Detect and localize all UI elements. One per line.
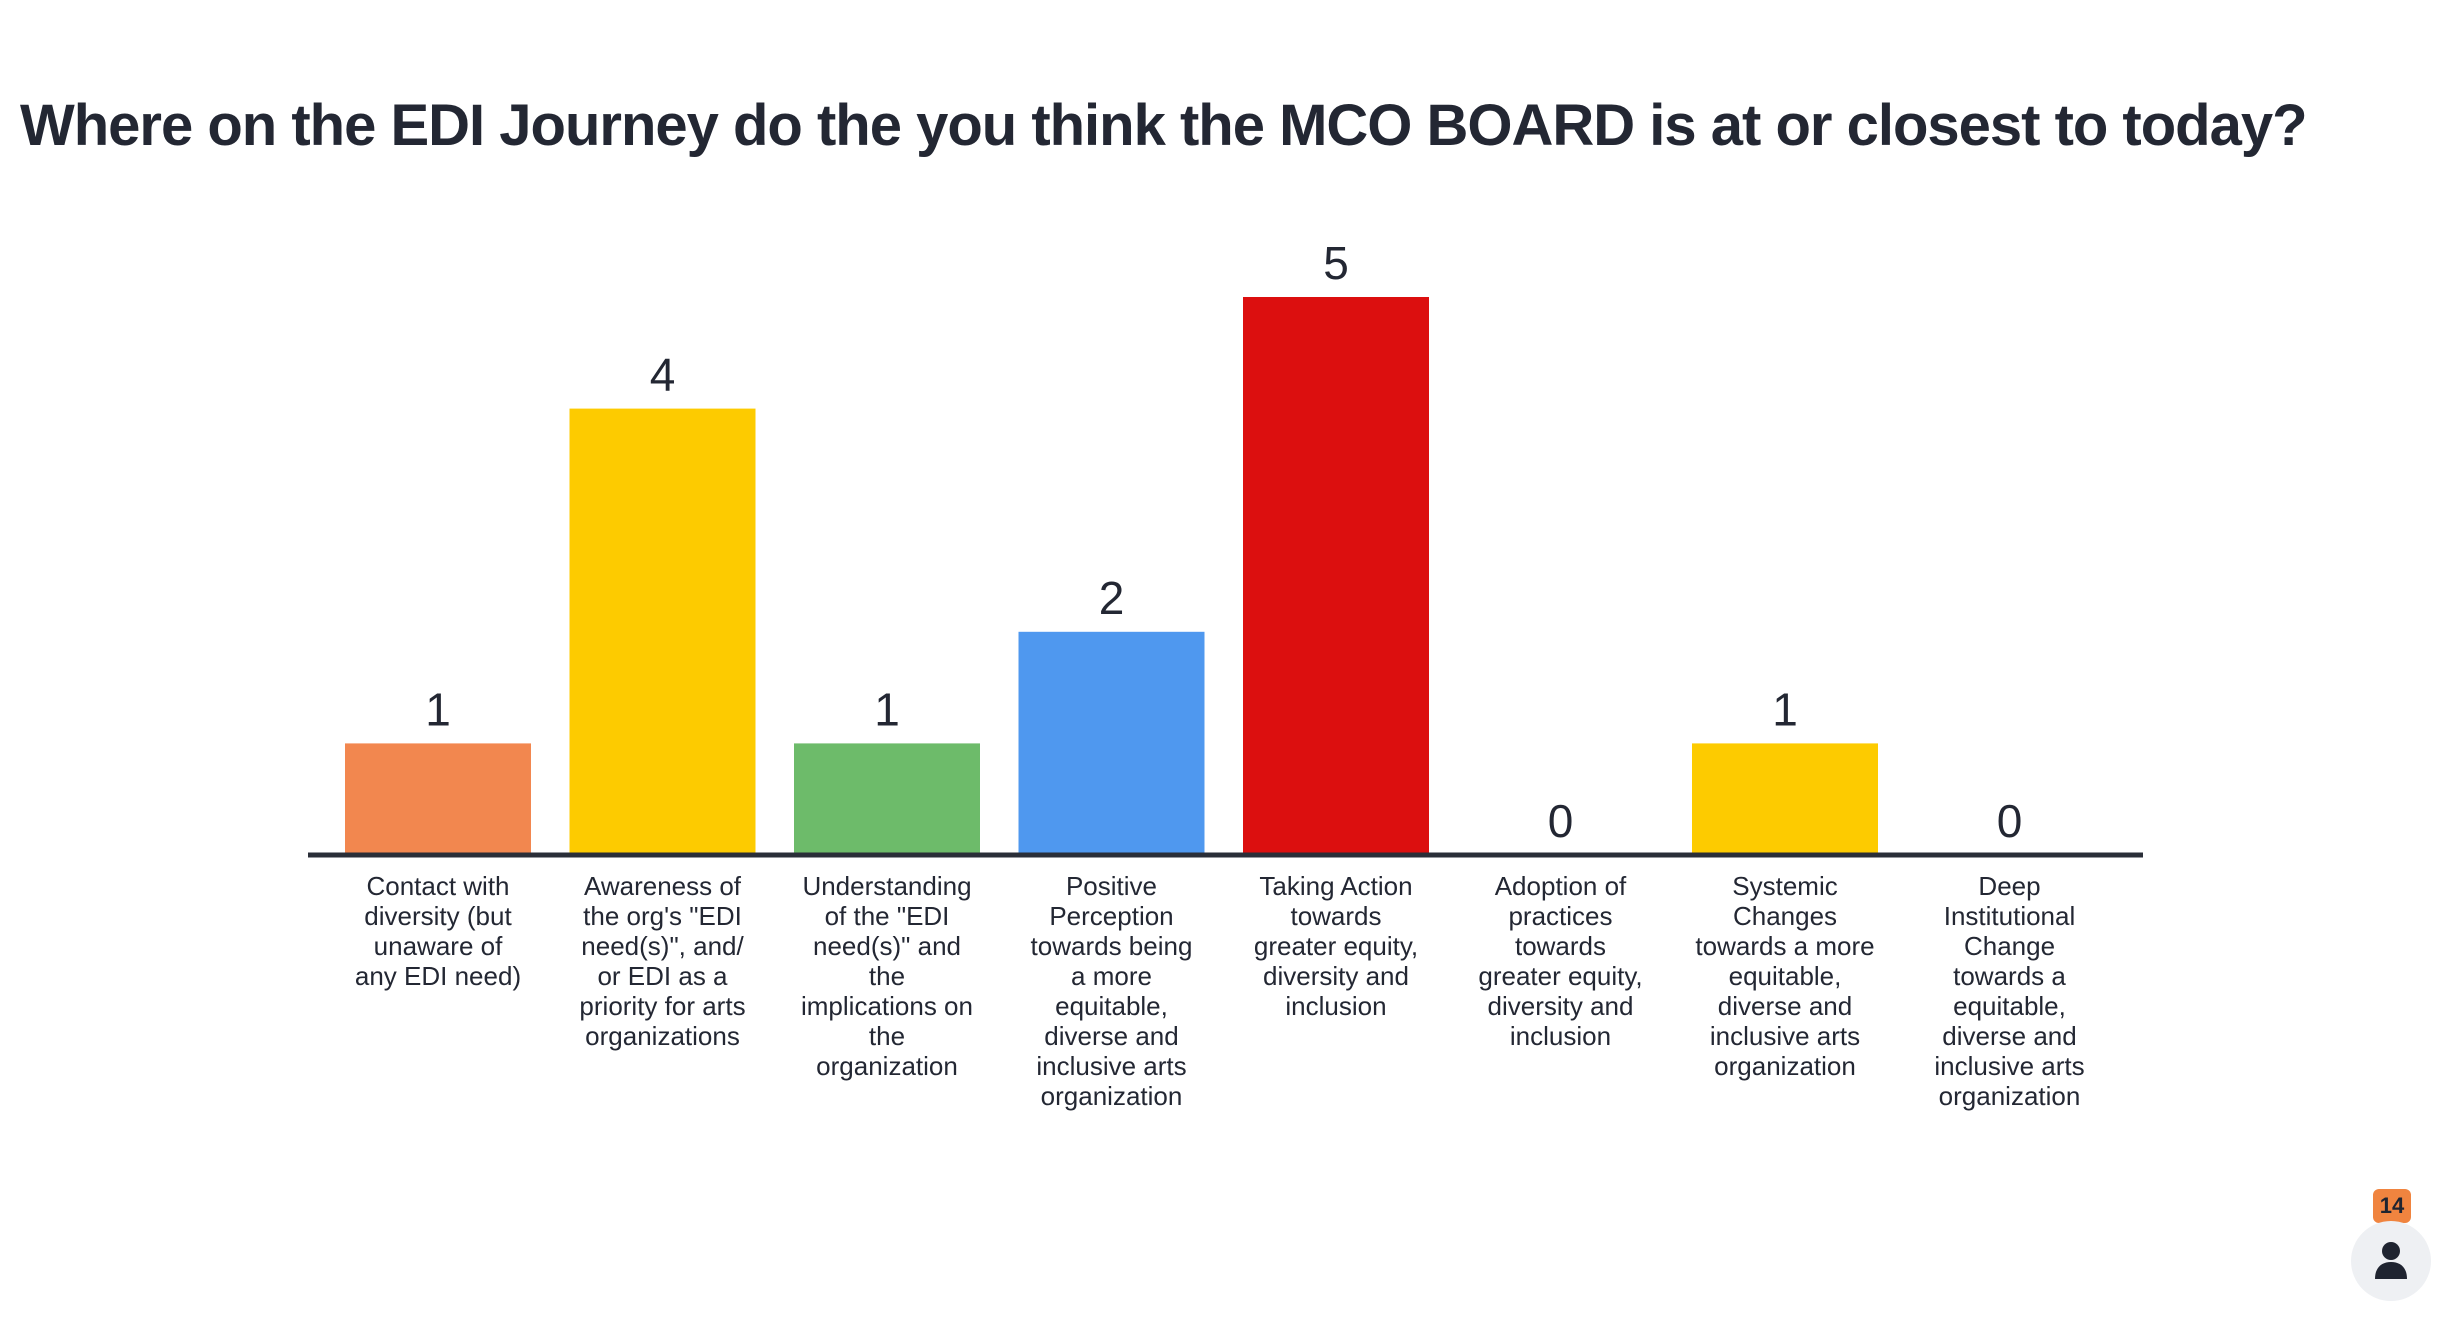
category-label: Adoption of practices towards greater equit… (1478, 871, 1642, 1051)
value-label: 0 (1997, 795, 2023, 847)
category-label: Systemic Changes towards a more equitable, d… (1695, 871, 1874, 1081)
category-label: Positive Perception towards being a more equ… (1031, 871, 1193, 1111)
category-label: Understanding of the "EDI need(s)" and the i… (801, 871, 973, 1081)
value-label: 1 (1772, 683, 1798, 735)
bar (1692, 743, 1878, 855)
person-icon (2351, 1221, 2431, 1301)
value-label: 1 (425, 683, 451, 735)
bar (1243, 297, 1429, 855)
category-label: Taking Action towards greater equity, diver… (1254, 871, 1418, 1021)
page-title: Where on the EDI Journey do the you thin… (20, 93, 2308, 158)
category-label: Deep Institutional Change towards a equitabl… (1934, 871, 2084, 1111)
category-label: Contact with diversity (but unaware of any … (355, 871, 521, 991)
value-label: 0 (1548, 795, 1574, 847)
value-label: 4 (650, 349, 676, 401)
bar (345, 743, 531, 855)
value-label: 2 (1099, 572, 1125, 624)
bar (794, 743, 980, 855)
value-label: 1 (874, 683, 900, 735)
bar (1018, 631, 1205, 855)
category-label: Awareness of the org's "EDI need(s)", and/… (579, 871, 745, 1051)
bar (569, 408, 756, 855)
participant-count-badge: 14 (2373, 1189, 2411, 1223)
participant-counter[interactable]: 14 (2351, 1189, 2431, 1301)
value-label: 5 (1323, 237, 1349, 289)
